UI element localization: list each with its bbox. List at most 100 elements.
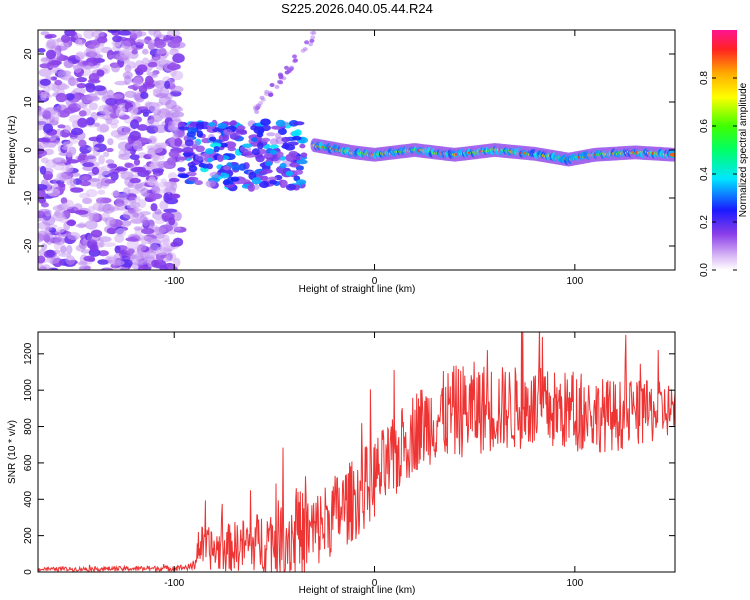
spectrogram-cell	[63, 60, 74, 69]
spectrogram-cell	[100, 177, 111, 187]
spectrogram-cell	[117, 30, 132, 36]
spectrogram-cell	[82, 197, 93, 204]
spectrogram-cell	[67, 77, 79, 86]
spectrogram-cell	[157, 181, 172, 189]
spectrogram-cell	[148, 30, 157, 36]
spectrogram-cell	[114, 80, 128, 86]
spectrogram-cell	[88, 102, 98, 111]
spectrogram-cell	[168, 120, 176, 130]
spectrogram-cell	[150, 144, 163, 154]
spectrogram-cell	[254, 110, 260, 114]
spectrogram-cell	[261, 137, 271, 142]
spectrogram-cell	[112, 44, 121, 52]
tick-label: 0.2	[699, 215, 710, 229]
spectrogram-cell	[140, 91, 149, 99]
spectrogram-cell	[185, 152, 192, 158]
spectrogram-cell	[96, 69, 105, 77]
spectrogram-cell	[46, 188, 61, 197]
spectrogram-cell	[142, 83, 156, 88]
tick-label: 0.8	[699, 71, 710, 85]
spectrogram-cell	[148, 135, 158, 145]
spectrogram-cell	[293, 58, 298, 63]
spectrogram-cell	[124, 75, 132, 85]
spectrogram-cell	[178, 126, 190, 131]
spectrogram-cell	[38, 230, 48, 241]
spectrogram-cell	[153, 40, 167, 49]
spectrogram-cell	[151, 185, 161, 195]
spectrogram-cell	[110, 260, 125, 266]
tick-label: 200	[23, 527, 34, 544]
spectrogram-cell	[77, 117, 88, 128]
spectrogram-y-axis-label: Frequency (Hz)	[7, 116, 18, 185]
tick-label: 0.0	[699, 263, 710, 277]
spectrogram-cell	[56, 104, 67, 111]
spectrogram-cell	[89, 244, 99, 253]
spectrogram-cell	[118, 153, 132, 160]
spectrogram-cell	[70, 187, 84, 193]
spectrogram-cell	[281, 136, 291, 143]
spectrogram-cell	[300, 152, 308, 158]
spectrogram-cell	[48, 69, 58, 75]
spectrogram-cell	[85, 154, 97, 164]
spectrogram-cell	[156, 160, 168, 168]
spectrogram-cell	[130, 167, 144, 173]
spectrogram-cell	[122, 210, 136, 220]
tick-label: -10	[23, 190, 34, 205]
spectrogram-cell	[108, 54, 119, 59]
spectrogram-cell	[130, 119, 139, 130]
spectrogram-cell	[162, 234, 170, 243]
spectrogram-cell	[134, 251, 147, 259]
spectrogram-cell	[309, 38, 315, 43]
spectrogram-cell	[274, 132, 282, 140]
spectrogram-cell	[177, 167, 186, 172]
spectrogram-cell	[172, 211, 182, 222]
colorbar-label: Normalized spectral amplitude	[738, 82, 749, 217]
spectrogram-cell	[293, 121, 305, 126]
tick-label: -20	[23, 238, 34, 253]
snr-series-line	[38, 332, 675, 572]
spectrogram-cell	[40, 31, 50, 36]
spectrogram-cell	[195, 121, 205, 130]
spectrogram-cell	[285, 183, 297, 191]
spectrogram-cell	[107, 138, 114, 146]
spectrogram-cell	[43, 167, 54, 175]
spectrogram-cell	[164, 92, 174, 100]
spectrogram-cell	[40, 157, 49, 164]
spectrogram-cell	[289, 162, 300, 168]
spectrogram-cell	[71, 127, 84, 136]
spectrogram-cell	[142, 111, 149, 117]
spectrogram-cell	[205, 148, 214, 155]
spectrogram-cell	[38, 184, 48, 191]
spectrogram-cell	[128, 200, 137, 207]
spectrogram-cell	[91, 30, 105, 38]
spectrogram-cell	[253, 184, 260, 190]
spectrogram-cell	[131, 217, 143, 224]
spectrogram-cell	[42, 215, 56, 226]
spectrogram-cell	[206, 157, 213, 163]
spectrogram-cell	[129, 177, 141, 184]
spectrogram-cell	[138, 199, 147, 209]
spectrogram-cell	[82, 60, 89, 66]
spectrogram-cell	[171, 70, 184, 81]
spectrogram-cell	[278, 73, 284, 78]
spectrogram-cell	[133, 226, 143, 231]
spectrogram-cell	[150, 203, 158, 212]
spectrogram-cell	[194, 180, 203, 186]
spectrogram-cell	[120, 40, 132, 49]
spectrogram-cell	[130, 30, 143, 39]
tick-label: 10	[23, 96, 34, 108]
spectrogram-cell	[132, 140, 143, 151]
spectrogram-cell	[256, 104, 262, 108]
tick-label: 0	[23, 147, 34, 153]
spectrogram-cell	[76, 77, 87, 83]
spectrogram-cell	[70, 172, 81, 177]
spectrogram-cell	[182, 147, 194, 154]
spectrogram-cell	[132, 77, 143, 87]
spectrogram-cell	[97, 189, 106, 195]
spectrogram-cell	[219, 142, 228, 148]
spectrogram-cell	[168, 62, 177, 71]
spectrogram-cell	[54, 209, 65, 219]
spectrogram-cell	[123, 247, 135, 254]
spectrogram-cell	[186, 131, 196, 137]
spectrogram-cell	[105, 147, 114, 153]
